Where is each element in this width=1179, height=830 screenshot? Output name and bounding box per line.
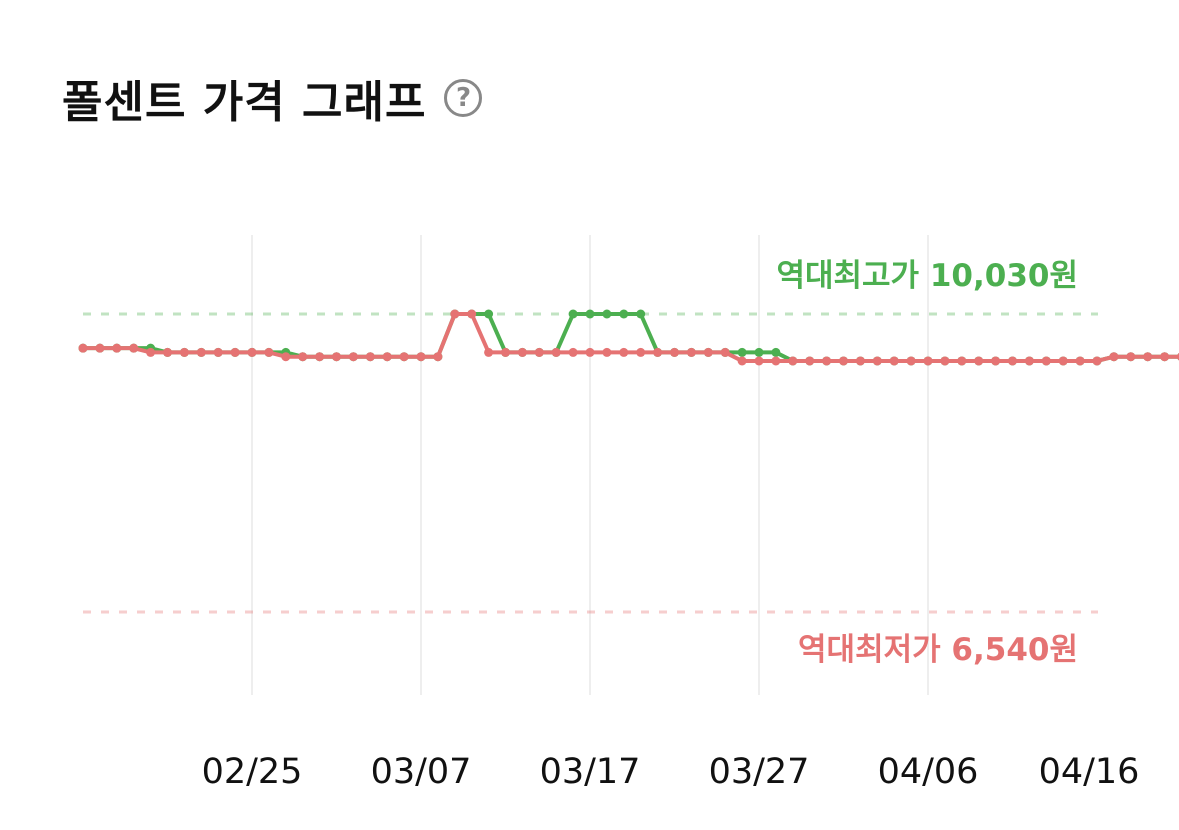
data-point [991, 356, 1000, 365]
data-point [924, 356, 933, 365]
data-point [569, 348, 578, 357]
data-point [1093, 356, 1102, 365]
data-point [586, 310, 595, 319]
data-point [264, 348, 273, 357]
data-point [1042, 356, 1051, 365]
data-point [332, 352, 341, 361]
data-point [636, 310, 645, 319]
data-point [687, 348, 696, 357]
data-point [755, 348, 764, 357]
data-point [383, 352, 392, 361]
data-point [79, 344, 88, 353]
data-point [771, 348, 780, 357]
x-tick-label: 04/16 [1039, 752, 1140, 792]
data-point [788, 356, 797, 365]
data-point [231, 348, 240, 357]
data-point [366, 352, 375, 361]
data-point [248, 348, 257, 357]
data-point [1109, 352, 1118, 361]
data-point [805, 356, 814, 365]
data-point [95, 344, 104, 353]
data-point [822, 356, 831, 365]
x-tick-label: 03/17 [540, 752, 641, 792]
data-point [738, 356, 747, 365]
data-point [129, 344, 138, 353]
data-point [619, 348, 628, 357]
data-point [450, 310, 459, 319]
data-point [586, 348, 595, 357]
series-layer [79, 310, 1179, 617]
data-point [1059, 356, 1068, 365]
x-tick-label: 02/25 [202, 752, 303, 792]
min-price-label: 역대최저가 6,540원 [798, 632, 1078, 668]
data-point [602, 310, 611, 319]
data-point [146, 348, 155, 357]
data-point [1076, 356, 1085, 365]
x-tick-label: 03/07 [371, 752, 472, 792]
data-point [569, 310, 578, 319]
data-point [771, 356, 780, 365]
data-point [180, 348, 189, 357]
data-point [281, 352, 290, 361]
x-tick-label: 03/27 [709, 752, 810, 792]
data-point [163, 348, 172, 357]
data-point [349, 352, 358, 361]
data-point [518, 348, 527, 357]
data-point [602, 348, 611, 357]
data-point [839, 356, 848, 365]
data-point [433, 352, 442, 361]
data-point [197, 348, 206, 357]
data-point [940, 356, 949, 365]
data-point [417, 352, 426, 361]
data-point [738, 348, 747, 357]
data-point [298, 352, 307, 361]
data-point [535, 348, 544, 357]
x-axis-ticks: 02/25 03/07 03/17 03/27 04/06 04/16 [202, 752, 1140, 792]
data-point [873, 356, 882, 365]
data-point [974, 356, 983, 365]
data-point [619, 310, 628, 319]
data-point [957, 356, 966, 365]
data-point [400, 352, 409, 361]
data-point [890, 356, 899, 365]
data-point [856, 356, 865, 365]
data-point [315, 352, 324, 361]
data-point [484, 348, 493, 357]
data-point [552, 348, 561, 357]
data-point [1143, 352, 1152, 361]
data-point [653, 348, 662, 357]
data-point [214, 348, 223, 357]
data-point [112, 344, 121, 353]
data-point [907, 356, 916, 365]
data-point [636, 348, 645, 357]
data-point [704, 348, 713, 357]
x-tick-label: 04/06 [878, 752, 979, 792]
grid-layer [252, 235, 928, 695]
data-point [467, 310, 476, 319]
data-point [501, 348, 510, 357]
data-point [721, 348, 730, 357]
data-point [1025, 356, 1034, 365]
data-point [484, 310, 493, 319]
data-point [1008, 356, 1017, 365]
max-price-label: 역대최고가 10,030원 [776, 258, 1078, 294]
data-point [755, 356, 764, 365]
data-point [670, 348, 679, 357]
data-point [1160, 352, 1169, 361]
data-point [1126, 352, 1135, 361]
